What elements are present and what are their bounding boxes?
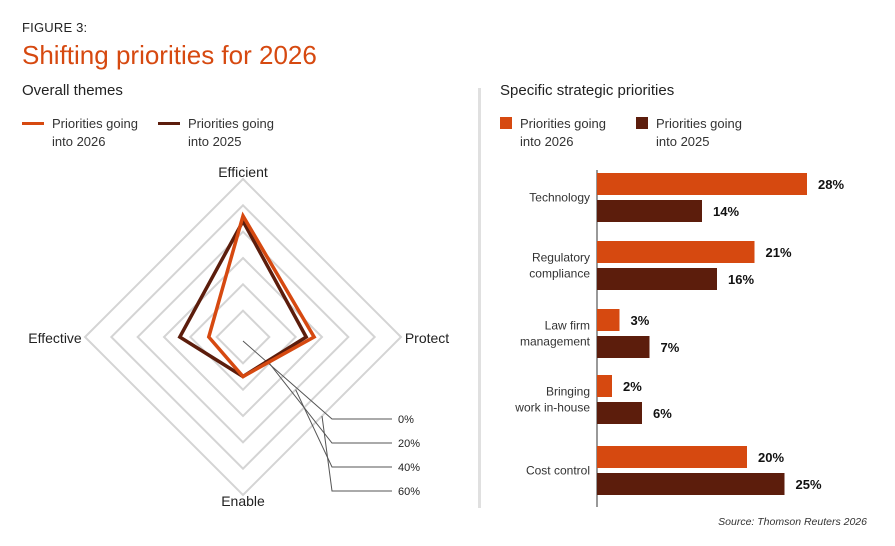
bar-2025-4 bbox=[597, 473, 785, 495]
radar-ring-label: 20% bbox=[398, 438, 420, 450]
radar-grid-ring bbox=[136, 230, 350, 444]
radar-grid-ring bbox=[188, 282, 298, 392]
legend-line-swatch-2026 bbox=[22, 122, 44, 125]
bar-value-label: 28% bbox=[818, 177, 844, 192]
bar-category-label-line-0: Law firm bbox=[545, 319, 590, 333]
bar-2025-1 bbox=[597, 268, 717, 290]
source-note: Source: Thomson Reuters 2026 bbox=[718, 516, 867, 528]
bar-2026-2 bbox=[597, 309, 620, 331]
radar-axis-label-effective: Effective bbox=[28, 330, 82, 346]
bar-2026-3 bbox=[597, 375, 612, 397]
bar-category-label: Cost control bbox=[526, 464, 590, 478]
legend-label-2026: Priorities going into 2026 bbox=[52, 116, 138, 149]
page-title: Shifting priorities for 2026 bbox=[22, 40, 317, 70]
bar-category-label-line-1: management bbox=[520, 335, 591, 349]
legend-label-2025: Priorities going into 2025 bbox=[188, 116, 274, 149]
radar-grid-ring bbox=[215, 309, 271, 365]
radar-grid-ring bbox=[162, 256, 324, 418]
bar-category-label: Law firm management bbox=[520, 319, 591, 349]
bar-category-label: Bringing work in-house bbox=[514, 385, 590, 415]
bar-legend-label-2026: Priorities going into 2026 bbox=[520, 116, 606, 149]
bar-category-label-line-1: compliance bbox=[529, 267, 590, 281]
radar-ring-leader-line bbox=[295, 389, 392, 468]
figure-label: FIGURE 3: bbox=[22, 20, 88, 35]
bar-value-label: 14% bbox=[713, 204, 739, 219]
legend-line-swatch-2025 bbox=[158, 122, 180, 125]
bar-value-label: 6% bbox=[653, 406, 672, 421]
bar-category-label-line-0: Bringing bbox=[546, 385, 590, 399]
radar-grid-ring bbox=[83, 177, 403, 497]
bar-value-label: 21% bbox=[766, 245, 792, 260]
bar-category-label-line-1: work in-house bbox=[514, 401, 590, 415]
bar-value-label: 16% bbox=[728, 272, 754, 287]
radar-series-2026 bbox=[206, 211, 317, 379]
radar-ring-label: 40% bbox=[398, 462, 420, 474]
bar-2026-4 bbox=[597, 446, 747, 468]
bar-value-label: 25% bbox=[796, 477, 822, 492]
bar-2026-0 bbox=[597, 173, 807, 195]
bar-legend-label-2025: Priorities going into 2025 bbox=[656, 116, 742, 149]
bar-category-label: Regulatory compliance bbox=[529, 251, 590, 281]
radar-chart-title: Overall themes bbox=[22, 82, 123, 99]
radar-ring-label: 0% bbox=[398, 414, 414, 426]
bar-2026-1 bbox=[597, 241, 755, 263]
legend-square-swatch-2026 bbox=[500, 117, 512, 129]
radar-axis-label-efficient: Efficient bbox=[218, 164, 268, 180]
bar-value-label: 2% bbox=[623, 379, 642, 394]
radar-grid-ring bbox=[109, 203, 377, 471]
radar-ring-leader-line bbox=[268, 363, 392, 444]
bar-category-label-line-0: Regulatory bbox=[532, 251, 590, 265]
bar-value-label: 7% bbox=[661, 340, 680, 355]
bar-2025-3 bbox=[597, 402, 642, 424]
bar-2025-0 bbox=[597, 200, 702, 222]
section-divider bbox=[478, 88, 481, 508]
bar-chart-title: Specific strategic priorities bbox=[500, 82, 675, 99]
radar-ring-leader-line bbox=[321, 415, 392, 492]
bar-value-label: 20% bbox=[758, 450, 784, 465]
radar-axis-label-protect: Protect bbox=[405, 330, 449, 346]
radar-ring-leader-line bbox=[242, 340, 392, 420]
bar-value-label: 3% bbox=[631, 313, 650, 328]
bar-2025-2 bbox=[597, 336, 650, 358]
legend-square-swatch-2025 bbox=[636, 117, 648, 129]
bar-category-label: Technology bbox=[529, 191, 590, 205]
radar-ring-label: 60% bbox=[398, 486, 420, 498]
radar-axis-label-enable: Enable bbox=[221, 493, 265, 509]
